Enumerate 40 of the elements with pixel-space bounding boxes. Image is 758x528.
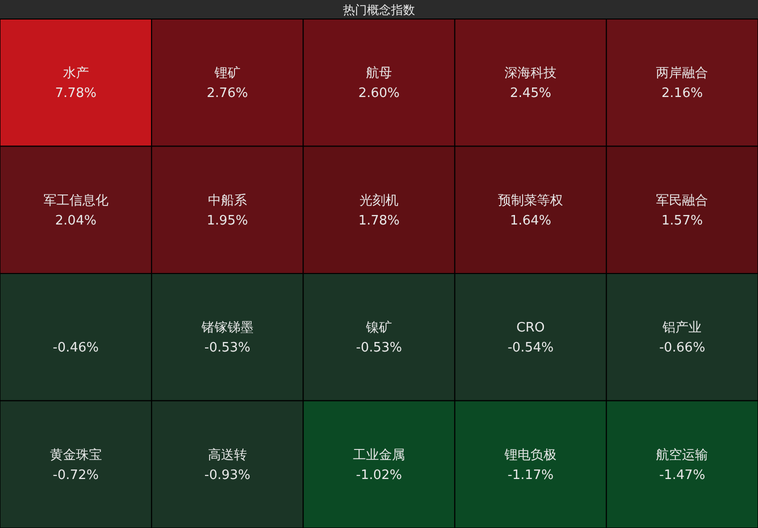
data-label: -0.66% [659,340,706,356]
data-label: -0.46% [52,340,99,356]
data-label: 1.95% [206,213,248,228]
data-label: 2.60% [358,86,400,102]
category-label: 光刻机 [360,193,398,208]
data-label: 1.64% [510,213,552,228]
data-label: 1.57% [662,213,703,228]
data-label: 1.78% [358,213,400,228]
category-label: 航母 [366,66,392,82]
data-label: -0.72% [52,468,99,483]
category-label: 深海科技 [504,66,557,82]
category-label: 军民融合 [656,193,708,208]
category-label: 航空运输 [656,448,708,463]
category-label: 镍矿 [365,320,392,336]
category-label: 锂矿 [213,66,240,82]
data-label: 2.76% [206,86,248,102]
data-label: -0.93% [204,468,250,483]
data-label: -0.53% [204,340,250,356]
category-label: 军工信息化 [43,193,108,208]
data-label: -0.54% [508,340,554,356]
data-label: -1.17% [508,468,554,483]
category-label: 黄金珠宝 [50,446,102,463]
category-label: 中船系 [208,193,247,208]
category-label: 水产 [62,66,89,82]
category-label: 铝产业 [662,320,702,336]
category-label: 两岸融合 [656,66,708,82]
text: 热门概念指数 [343,2,415,17]
category-label: 预制菜等权 [498,193,564,208]
data-label: -1.47% [659,468,706,483]
data-label: -1.02% [356,468,402,483]
data-label: 2.04% [55,213,96,228]
category-label: 高送转 [208,446,247,463]
data-label: 7.78% [55,86,96,102]
category-label: 锂电负极 [504,448,557,463]
category-label: 锗镓锑墨 [200,320,254,336]
data-label: -0.53% [356,340,402,356]
category-label: CRO [516,320,545,336]
data-label: 2.45% [510,86,552,102]
category-label: 工业金属 [353,448,405,463]
data-label: 2.16% [662,86,703,102]
